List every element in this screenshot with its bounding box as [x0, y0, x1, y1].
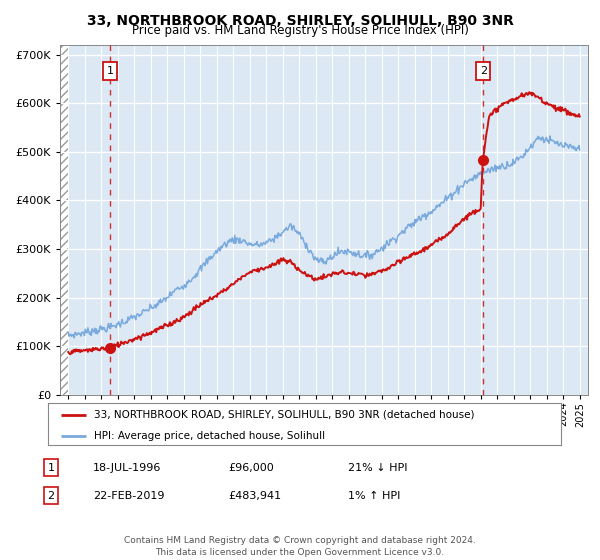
Text: Price paid vs. HM Land Registry's House Price Index (HPI): Price paid vs. HM Land Registry's House … — [131, 24, 469, 37]
Text: 1: 1 — [107, 66, 114, 76]
Text: 22-FEB-2019: 22-FEB-2019 — [93, 491, 164, 501]
Bar — [60, 45, 68, 395]
Text: £483,941: £483,941 — [228, 491, 281, 501]
Text: 1% ↑ HPI: 1% ↑ HPI — [348, 491, 400, 501]
Text: 33, NORTHBROOK ROAD, SHIRLEY, SOLIHULL, B90 3NR: 33, NORTHBROOK ROAD, SHIRLEY, SOLIHULL, … — [86, 14, 514, 28]
Text: £96,000: £96,000 — [228, 463, 274, 473]
Text: HPI: Average price, detached house, Solihull: HPI: Average price, detached house, Soli… — [94, 431, 325, 441]
Text: 18-JUL-1996: 18-JUL-1996 — [93, 463, 161, 473]
Text: 21% ↓ HPI: 21% ↓ HPI — [348, 463, 407, 473]
Text: 2: 2 — [47, 491, 55, 501]
Text: Contains HM Land Registry data © Crown copyright and database right 2024.
This d: Contains HM Land Registry data © Crown c… — [124, 536, 476, 557]
Text: 33, NORTHBROOK ROAD, SHIRLEY, SOLIHULL, B90 3NR (detached house): 33, NORTHBROOK ROAD, SHIRLEY, SOLIHULL, … — [94, 410, 475, 420]
Text: 2: 2 — [479, 66, 487, 76]
Text: 1: 1 — [47, 463, 55, 473]
